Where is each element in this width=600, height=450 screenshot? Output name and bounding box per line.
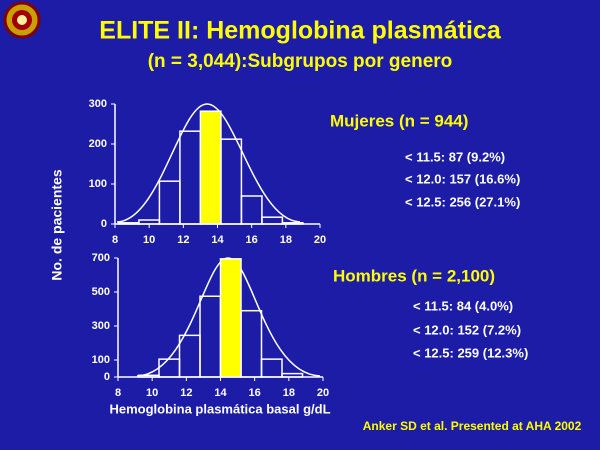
note: < 12.5: 259 (12.3%) [413, 345, 528, 360]
x-tick-label: 8 [112, 234, 118, 246]
x-tick-label: 10 [143, 234, 155, 246]
source: Anker SD et al. Presented at AHA 2002 [363, 419, 582, 433]
y-tick-label: 100 [92, 354, 110, 366]
x-tick-label: 16 [249, 387, 261, 399]
note: < 12.5: 256 (27.1%) [405, 194, 520, 209]
title: ELITE II: Hemoglobina plasmática [99, 17, 502, 45]
bar [199, 110, 222, 225]
x-tick-label: 10 [146, 387, 158, 399]
note: < 12.0: 157 (16.6%) [405, 171, 520, 186]
x-tick-label: 20 [314, 234, 326, 246]
logo [3, 1, 41, 39]
x-axis-label: Hemoglobina plasmática basal g/dL [109, 401, 330, 416]
x-tick-label: 14 [214, 387, 227, 399]
subtitle: (n = 3,044):Subgrupos por genero [148, 51, 453, 72]
note: < 12.0: 152 (7.2%) [413, 322, 521, 337]
x-tick-label: 16 [246, 234, 258, 246]
y-tick-label: 500 [92, 286, 110, 298]
fit-curve [116, 103, 301, 223]
x-tick-label: 8 [115, 387, 121, 399]
x-tick-label: 18 [280, 234, 292, 246]
bar [219, 258, 242, 378]
note: < 11.5: 87 (9.2%) [405, 149, 505, 164]
y-tick-label: 300 [89, 98, 107, 110]
y-tick-label: 200 [89, 138, 107, 150]
note: < 11.5: 84 (4.0%) [413, 298, 513, 313]
x-tick-label: 18 [283, 387, 295, 399]
fit-curve [136, 257, 321, 377]
x-tick-label: 20 [317, 387, 329, 399]
y-axis-label: No. de pacientes [49, 169, 65, 280]
x-tick-label: 12 [180, 387, 192, 399]
x-tick-label: 14 [211, 234, 224, 246]
heading: Mujeres (n = 944) [330, 111, 468, 130]
x-tick-label: 12 [177, 234, 189, 246]
y-tick-label: 0 [104, 371, 110, 383]
y-tick-label: 700 [92, 252, 110, 264]
y-tick-label: 100 [89, 178, 107, 190]
heading: Hombres (n = 2,100) [333, 266, 495, 285]
y-tick-label: 0 [101, 218, 107, 230]
y-tick-label: 300 [92, 320, 110, 332]
